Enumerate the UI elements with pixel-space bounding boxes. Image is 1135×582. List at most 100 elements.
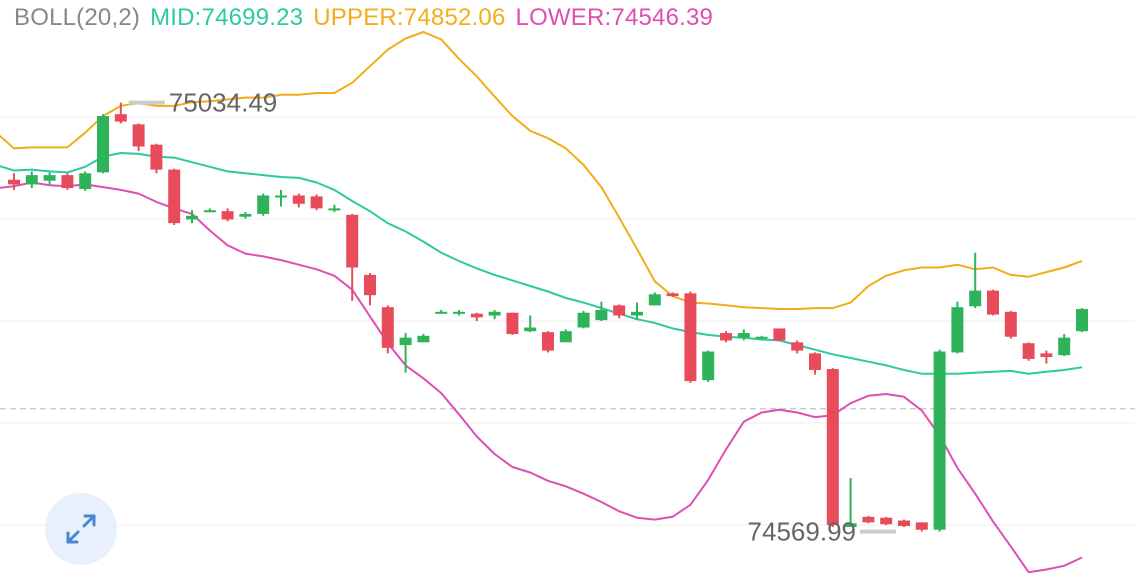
candle-body	[453, 311, 465, 314]
candle-body	[1004, 311, 1017, 337]
candle-body	[132, 124, 145, 147]
candle-12	[221, 208, 234, 222]
candle-body	[559, 331, 572, 343]
candle-57	[1022, 342, 1035, 361]
candle-body	[25, 175, 38, 185]
candle-22	[399, 333, 412, 373]
candle-25	[453, 309, 465, 316]
candle-42	[755, 335, 768, 339]
candle-body	[684, 293, 697, 382]
candle-49	[880, 516, 893, 526]
legend-upper-value: UPPER:74852.06	[313, 4, 506, 31]
candle-37	[666, 292, 679, 298]
candle-8	[150, 143, 163, 174]
candle-45	[809, 352, 821, 375]
candle-38	[684, 291, 697, 383]
candle-body	[1040, 353, 1053, 358]
candle-body	[791, 342, 804, 351]
candle-47	[844, 478, 857, 527]
candle-35	[631, 302, 643, 321]
candle-body	[275, 195, 287, 198]
candle-20	[364, 273, 376, 306]
candle-body	[310, 196, 323, 209]
candle-body	[631, 311, 643, 316]
candle-body	[969, 290, 982, 307]
candle-body	[1076, 309, 1088, 332]
candle-21	[381, 305, 394, 354]
candle-body	[1058, 337, 1071, 356]
expand-diagonal-arrows-icon	[66, 514, 96, 544]
candle-body	[257, 195, 270, 214]
candle-body	[61, 175, 74, 189]
candle-16	[292, 193, 305, 208]
boll-legend: BOLL(20,2) MID:74699.23 UPPER:74852.06 LOWE…	[14, 4, 723, 32]
candle-body	[826, 369, 839, 526]
candle-34	[613, 304, 626, 319]
series-line-lower	[0, 181, 1083, 574]
candle-27	[488, 309, 501, 320]
series-line-mid	[0, 152, 1083, 375]
candle-body	[720, 333, 732, 341]
candle-body	[488, 311, 501, 316]
candle-13	[239, 212, 252, 219]
candle-body	[364, 274, 376, 296]
legend-lower-value: LOWER:74546.39	[515, 4, 714, 31]
annotation-label: 74569.99	[748, 517, 856, 547]
candle-50	[898, 519, 910, 527]
candle-body	[898, 520, 910, 527]
candle-body	[470, 313, 483, 318]
candle-body	[381, 307, 394, 348]
candle-40	[720, 331, 732, 343]
candle-body	[399, 337, 412, 346]
candle-52	[933, 349, 946, 532]
candle-body	[97, 116, 109, 173]
candle-6	[114, 102, 127, 124]
candle-60	[1076, 308, 1088, 333]
candle-body	[702, 351, 715, 381]
price-annotation-1: 74569.99	[748, 517, 896, 547]
candle-5	[97, 114, 109, 174]
candle-body	[239, 213, 252, 217]
candle-14	[257, 193, 270, 216]
candle-39	[702, 350, 715, 382]
candle-body	[292, 195, 305, 204]
candle-body	[577, 312, 590, 328]
candle-41	[737, 329, 750, 341]
candle-46	[826, 368, 839, 527]
candle-body	[168, 169, 181, 224]
candle-body	[114, 114, 127, 122]
candle-59	[1058, 333, 1071, 357]
candle-15	[275, 189, 287, 207]
candles	[8, 102, 1088, 532]
candle-body	[8, 179, 20, 185]
candle-28	[506, 312, 519, 335]
candle-body	[203, 210, 216, 213]
candle-body	[666, 293, 679, 297]
candle-30	[542, 331, 554, 353]
candle-18	[328, 204, 341, 213]
candle-29	[524, 315, 537, 333]
legend-mid-value: MID:74699.23	[150, 4, 304, 31]
candle-body	[595, 309, 608, 321]
expand-chart-button[interactable]	[45, 493, 117, 565]
candle-9	[168, 168, 181, 226]
candle-body	[987, 290, 999, 315]
candle-body	[773, 328, 786, 341]
candle-body	[221, 211, 234, 220]
candle-body	[613, 305, 626, 316]
candle-body	[186, 215, 198, 220]
candle-body	[346, 214, 359, 268]
candle-body	[417, 335, 430, 343]
bollinger-bands	[0, 31, 1083, 574]
candle-23	[417, 333, 430, 343]
candle-body	[524, 327, 537, 332]
candle-1	[25, 171, 38, 189]
candle-body	[809, 353, 821, 370]
candle-body	[150, 144, 163, 170]
candle-51	[915, 522, 928, 532]
candle-17	[310, 194, 323, 211]
price-annotation-0: 75034.49	[128, 88, 277, 118]
candle-body	[880, 517, 893, 525]
candle-body	[328, 208, 341, 211]
